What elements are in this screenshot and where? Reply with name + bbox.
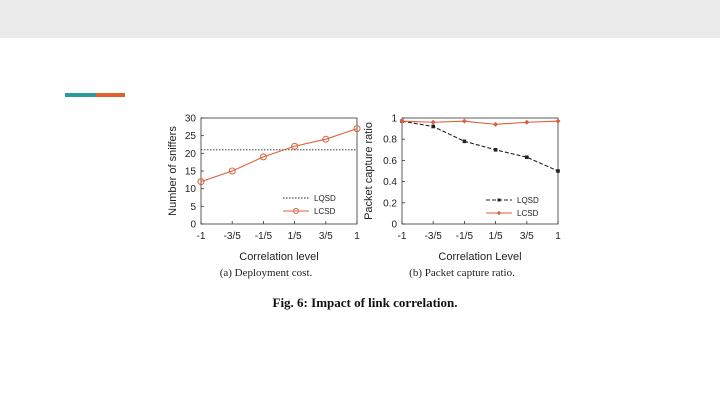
y-tick-label: 0.6 — [383, 156, 397, 167]
x-tick-label: -1/5 — [456, 231, 474, 242]
chart-panel-a: 0 5 10 15 20 25 30 -1 -3/5 -1/5 1/5 3/5 1 Correlation… — [167, 114, 361, 279]
y-tick-label: 0.4 — [383, 177, 397, 188]
legend-marker — [496, 210, 502, 216]
x-tick-label: 3/5 — [520, 231, 534, 242]
data-point-lcsd — [493, 121, 499, 127]
legend-marker — [497, 198, 501, 202]
subcaption: (b) Packet capture ratio. — [409, 267, 515, 279]
accent-bar-teal — [65, 93, 96, 97]
x-tick-label: -1/5 — [255, 231, 273, 242]
subcaption: (a) Deployment cost. — [220, 267, 313, 279]
x-axis-label: Correlation level — [239, 251, 318, 263]
y-tick-label: 0.2 — [383, 198, 397, 209]
data-point-lcsd — [322, 135, 330, 143]
data-point-lcsd — [291, 142, 299, 150]
y-tick-label: 20 — [185, 149, 197, 160]
y-tick-label: 1 — [391, 114, 397, 125]
data-point-lqsd — [431, 124, 435, 129]
y-tick-label: 0.8 — [383, 135, 397, 146]
x-tick-label: 3/5 — [319, 231, 333, 242]
y-axis-label: Number of sniffers — [167, 126, 179, 216]
data-point-lcsd — [353, 125, 361, 133]
legend-label-lqsd: LQSD — [314, 194, 336, 203]
y-tick-label: 30 — [185, 114, 197, 125]
x-tick-label: -1 — [197, 231, 206, 242]
top-bar — [0, 0, 720, 38]
series-line-lcsd — [200, 128, 358, 183]
data-point-lqsd — [525, 155, 529, 160]
x-tick-label: 1/5 — [288, 231, 302, 242]
data-point-lcsd — [555, 118, 561, 124]
data-point-lcsd — [197, 178, 205, 186]
y-tick-label: 15 — [185, 167, 197, 178]
y-tick-label: 0 — [190, 220, 196, 231]
series-line-lcsd — [401, 120, 559, 125]
x-tick-label: 1/5 — [489, 231, 503, 242]
data-point-lqsd — [462, 139, 467, 144]
x-tick-label: -3/5 — [224, 231, 242, 242]
accent-bar-orange — [96, 93, 125, 97]
legend-label-lcsd: LCSD — [314, 207, 336, 216]
legend-label-lcsd: LCSD — [517, 209, 539, 218]
legend-marker — [293, 208, 299, 214]
series-line-lqsd — [401, 120, 559, 172]
y-tick-label: 10 — [185, 184, 197, 195]
data-point-lcsd — [259, 153, 267, 161]
figure-caption: Fig. 6: Impact of link correlation. — [273, 295, 458, 310]
data-point-lcsd — [524, 119, 530, 125]
y-tick-label: 25 — [185, 131, 197, 142]
chart-panel-b: 0 0.2 0.4 0.6 0.8 1 -1 -3/5 -1/5 1/5 3/5 1 Correlati… — [363, 114, 561, 280]
legend-label-lqsd: LQSD — [517, 196, 539, 205]
y-axis-label: Packet capture ratio — [363, 122, 375, 220]
x-tick-label: 1 — [354, 231, 360, 242]
y-tick-label: 0 — [391, 220, 397, 231]
x-tick-label: -3/5 — [425, 231, 443, 242]
y-tick-label: 5 — [190, 202, 196, 213]
x-axis-label: Correlation Level — [438, 251, 521, 263]
data-point-lqsd — [556, 169, 560, 173]
data-point-lqsd — [493, 148, 498, 152]
x-tick-label: 1 — [555, 231, 561, 242]
data-point-lcsd — [461, 118, 467, 124]
data-point-lcsd — [228, 167, 236, 175]
data-point-lcsd — [430, 119, 436, 125]
data-point-lcsd — [399, 118, 405, 124]
x-tick-label: -1 — [398, 231, 407, 242]
